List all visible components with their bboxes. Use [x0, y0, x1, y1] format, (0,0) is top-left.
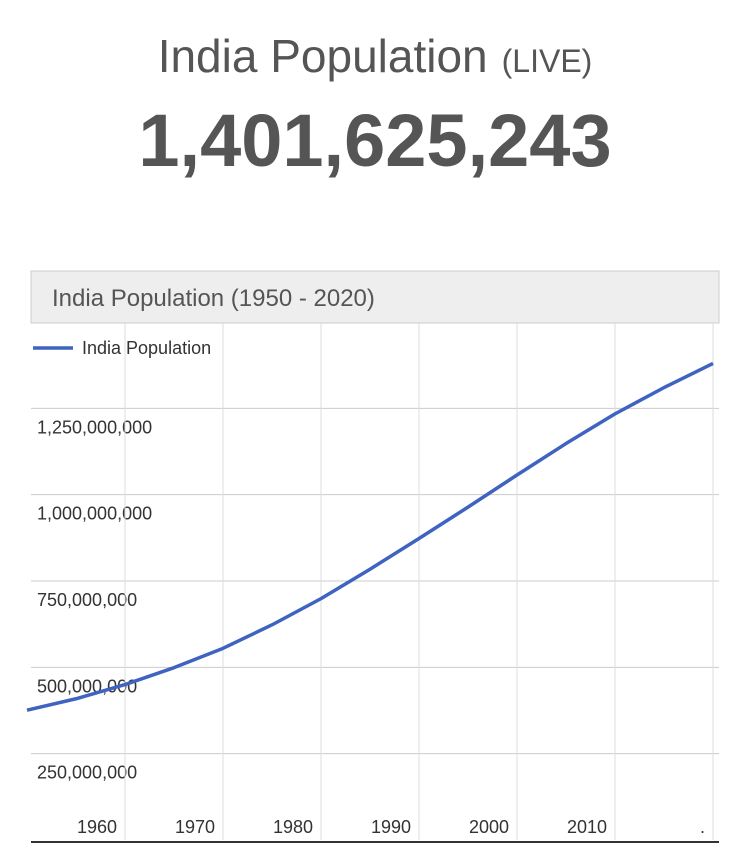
x-tick-label: 1990 — [371, 817, 411, 837]
y-tick-label: 250,000,000 — [37, 763, 137, 783]
chart-title: India Population (1950 - 2020) — [52, 285, 375, 312]
x-tick-label: 1970 — [175, 817, 215, 837]
y-tick-label: 750,000,000 — [37, 590, 137, 610]
x-tick-label: 1960 — [77, 817, 117, 837]
x-tick-label: 2000 — [469, 817, 509, 837]
x-tick-label: . — [700, 817, 705, 837]
x-tick-label: 1980 — [273, 817, 313, 837]
live-tag: (LIVE) — [502, 43, 593, 79]
y-tick-label: 1,000,000,000 — [37, 504, 152, 524]
live-count: 1,401,625,243 — [138, 99, 611, 182]
y-tick-label: 500,000,000 — [37, 676, 137, 696]
header-title: India Population (LIVE) — [158, 30, 593, 82]
title: India Population — [158, 30, 488, 82]
data-line — [26, 361, 714, 712]
y-tick-label: 1,250,000,000 — [37, 417, 152, 437]
chart-title-box — [30, 270, 720, 324]
legend-label: India Population — [82, 338, 211, 358]
x-tick-label: 2010 — [567, 817, 607, 837]
